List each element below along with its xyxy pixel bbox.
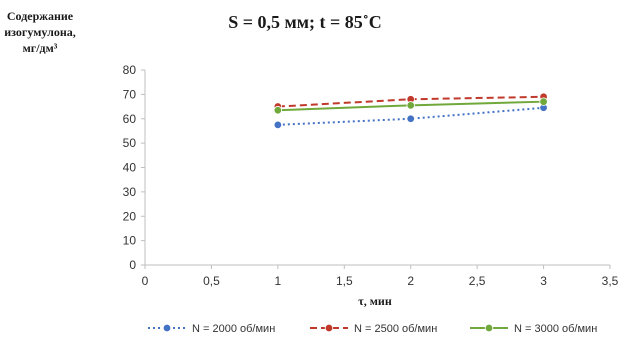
y-tick-label: 60 (123, 112, 137, 126)
y-tick-label: 30 (123, 185, 137, 199)
legend-label: N = 2500 об/мин (354, 323, 437, 335)
x-tick-label: 0,5 (203, 274, 220, 288)
series-line-1 (277, 106, 544, 126)
x-axis-label: τ, мин (358, 294, 392, 308)
y-tick-label: 40 (123, 161, 137, 175)
y-axis-label: Содержание изогумулона, мг/дм³ (4, 9, 75, 55)
y-tick-label: 20 (123, 209, 137, 223)
y-tick-label: 80 (123, 63, 137, 77)
x-tick-label: 2,5 (469, 274, 486, 288)
y-axis-label-line: мг/дм³ (23, 41, 58, 55)
data-point (273, 120, 283, 130)
axes: 0 10 20 30 40 50 60 70 80 0 0,5 1 1,5 2 2,5 3 3,5 (123, 63, 619, 288)
x-tick-label: 3 (540, 274, 547, 288)
series-layer (273, 92, 548, 130)
legend-marker (484, 323, 494, 333)
x-tick-label: 1,5 (336, 274, 353, 288)
y-tick-label: 70 (123, 87, 137, 101)
y-axis-label-line: Содержание (7, 9, 74, 23)
y-tick-label: 0 (129, 258, 136, 272)
data-point (273, 106, 283, 115)
y-tick-label: 10 (123, 234, 137, 248)
x-tick-label: 1 (275, 274, 282, 288)
x-tick-label: 3,5 (602, 274, 619, 288)
legend-label: N = 2000 об/мин (192, 323, 275, 335)
chart-title: S = 0,5 мм; t = 85˚С (228, 12, 382, 32)
x-tick-label: 2 (407, 274, 414, 288)
data-point (539, 97, 548, 106)
x-tick-label: 0 (142, 274, 149, 288)
data-point (406, 101, 415, 110)
legend-marker (324, 323, 334, 333)
y-tick-label: 50 (123, 136, 137, 150)
legend-label: N = 3000 об/мин (514, 323, 597, 335)
data-point (406, 114, 415, 123)
legend-marker (162, 323, 172, 333)
y-axis-label-line: изогумулона, (4, 25, 75, 39)
legend: N = 2000 об/мин N = 2500 об/мин N = 3000 о… (148, 323, 597, 335)
